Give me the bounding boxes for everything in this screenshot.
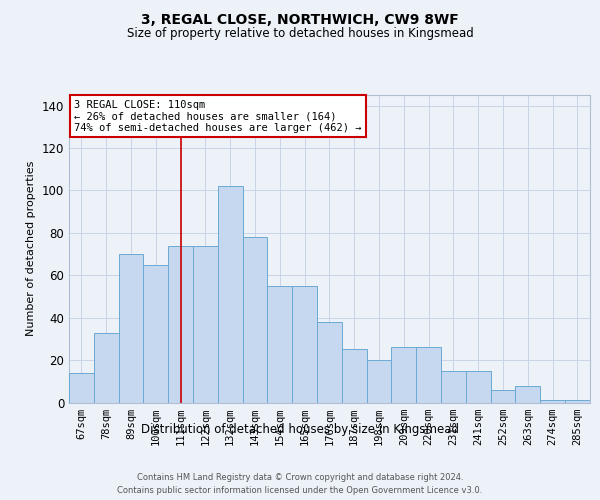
Bar [565,400,590,402]
Bar [143,264,168,402]
Y-axis label: Number of detached properties: Number of detached properties [26,161,36,336]
Bar [119,254,143,402]
Bar [292,286,317,403]
Bar [367,360,391,403]
Bar [268,286,292,403]
Bar [168,246,193,402]
Text: Contains HM Land Registry data © Crown copyright and database right 2024.: Contains HM Land Registry data © Crown c… [137,472,463,482]
Bar [69,373,94,402]
Bar [540,400,565,402]
Text: Distribution of detached houses by size in Kingsmead: Distribution of detached houses by size … [141,422,459,436]
Bar [193,246,218,402]
Bar [94,332,119,402]
Bar [441,370,466,402]
Text: 3, REGAL CLOSE, NORTHWICH, CW9 8WF: 3, REGAL CLOSE, NORTHWICH, CW9 8WF [141,12,459,26]
Text: 3 REGAL CLOSE: 110sqm
← 26% of detached houses are smaller (164)
74% of semi-det: 3 REGAL CLOSE: 110sqm ← 26% of detached … [74,100,362,133]
Bar [491,390,515,402]
Text: Contains public sector information licensed under the Open Government Licence v3: Contains public sector information licen… [118,486,482,495]
Bar [466,370,491,402]
Bar [515,386,540,402]
Text: Size of property relative to detached houses in Kingsmead: Size of property relative to detached ho… [127,28,473,40]
Bar [391,348,416,403]
Bar [242,237,268,402]
Bar [342,350,367,403]
Bar [218,186,242,402]
Bar [317,322,342,402]
Bar [416,348,441,403]
